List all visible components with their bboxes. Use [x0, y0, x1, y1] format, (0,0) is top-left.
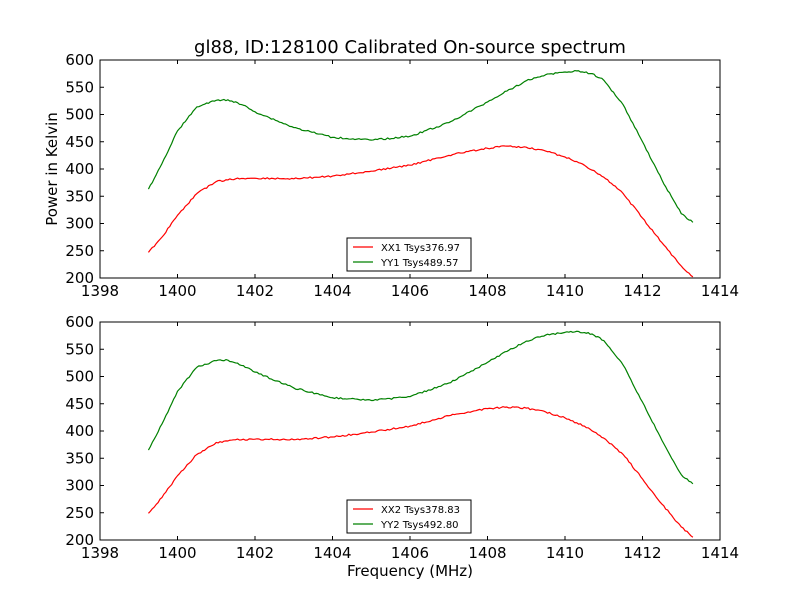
legend-label: XX1 Tsys376.97 [381, 243, 460, 254]
y-tick-label: 250 [65, 242, 94, 260]
series-group [147, 330, 694, 538]
y-tick-label: 200 [65, 531, 94, 549]
y-tick-label: 550 [65, 78, 94, 96]
legend-label: YY2 Tsys492.80 [380, 520, 459, 531]
y-axis-label: Power in Kelvin [43, 112, 61, 226]
y-tick-label: 400 [65, 160, 94, 178]
x-tick-label: 1400 [158, 544, 196, 562]
x-tick-label: 1408 [468, 282, 506, 300]
y-tick-label: 350 [65, 187, 94, 205]
y-tick-label: 600 [65, 313, 94, 331]
series-line-xx1 [147, 145, 694, 278]
y-tick-label: 300 [65, 477, 94, 495]
x-tick-label: 1404 [313, 282, 351, 300]
series-line-yy2 [147, 330, 694, 485]
x-tick-label: 1414 [701, 282, 739, 300]
series-line-xx2 [148, 406, 694, 538]
x-tick-label: 1410 [546, 544, 584, 562]
y-tick-label: 600 [65, 51, 94, 69]
x-tick-label: 1412 [623, 282, 661, 300]
x-tick-label: 1398 [81, 544, 119, 562]
y-tick-label: 500 [65, 368, 94, 386]
x-tick-label: 1410 [546, 282, 584, 300]
bottom-plot: 1398 1400 1402 1404 1406 1408 1410 1412 1414 200 2… [65, 313, 739, 562]
y-tick-label: 400 [65, 422, 94, 440]
x-tick-label: 1414 [701, 544, 739, 562]
legend-box [346, 237, 472, 272]
y-tick-label: 450 [65, 395, 94, 413]
x-tick-label: 1408 [468, 544, 506, 562]
y-tick-label: 300 [65, 215, 94, 233]
series-line-yy1 [147, 69, 694, 223]
y-tick-label: 500 [65, 106, 94, 124]
x-tick-label: 1406 [391, 544, 429, 562]
legend-box [346, 499, 472, 534]
x-tick-label: 1412 [623, 544, 661, 562]
y-tick-label: 200 [65, 269, 94, 287]
legend-label: XX2 Tsys378.83 [381, 505, 460, 516]
x-tick-label: 1398 [81, 282, 119, 300]
x-tick-label: 1402 [236, 282, 274, 300]
y-tick-label: 250 [65, 504, 94, 522]
figure-title: gl88, ID:128100 Calibrated On-source spe… [194, 37, 626, 58]
top-plot: 1398 1400 1402 1404 1406 1408 1410 1412 1414 200 2… [65, 51, 739, 300]
x-tick-label: 1402 [236, 544, 274, 562]
x-tick-label: 1400 [158, 282, 196, 300]
x-tick-label: 1406 [391, 282, 429, 300]
x-tick-label: 1404 [313, 544, 351, 562]
legend-label: YY1 Tsys489.57 [380, 258, 459, 269]
series-group [147, 69, 694, 278]
y-tick-label: 550 [65, 340, 94, 358]
y-tick-label: 450 [65, 133, 94, 151]
y-tick-label: 350 [65, 449, 94, 467]
x-axis-label: Frequency (MHz) [347, 562, 473, 580]
